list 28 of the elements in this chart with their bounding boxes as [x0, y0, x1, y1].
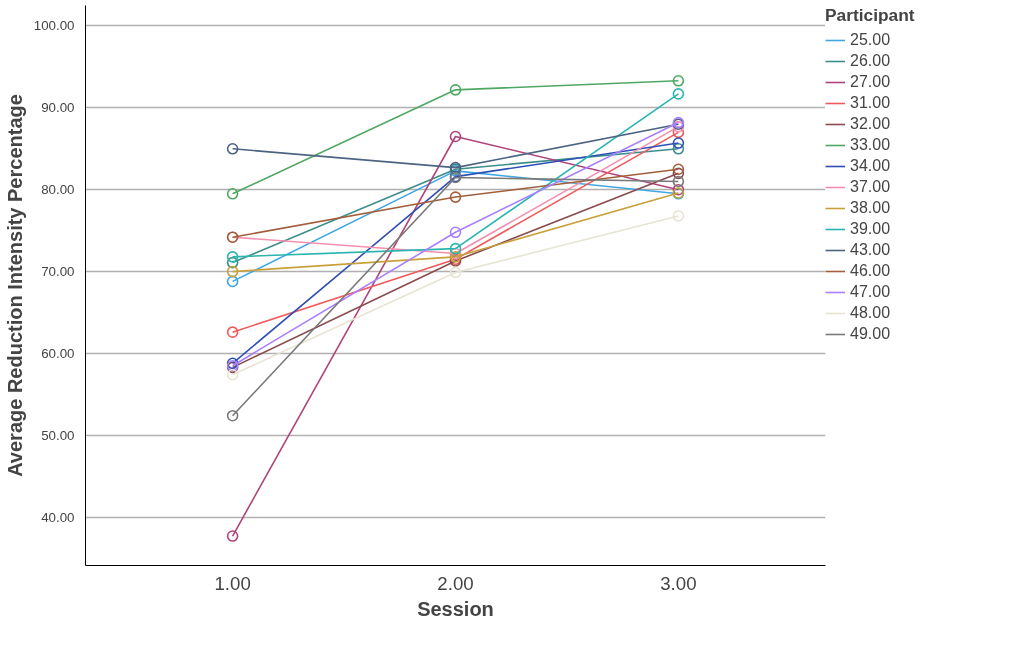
- legend-label: 32.00: [850, 115, 891, 133]
- y-tick-label: 100.00: [33, 18, 75, 34]
- y-tick-label: 80.00: [41, 182, 75, 198]
- legend-label: 39.00: [850, 220, 891, 238]
- legend-label: 43.00: [850, 241, 891, 259]
- legend-label: 31.00: [850, 94, 891, 112]
- legend-label: 25.00: [850, 31, 891, 49]
- legend-label: 33.00: [850, 136, 891, 154]
- legend-label: 47.00: [850, 283, 891, 301]
- legend-label: 48.00: [850, 304, 891, 322]
- legend-label: 37.00: [850, 178, 891, 196]
- x-axis-title: Session: [417, 597, 494, 620]
- legend-title: Participant: [825, 5, 915, 26]
- legend-label: 27.00: [850, 73, 891, 91]
- y-tick-label: 50.00: [41, 427, 75, 443]
- legend-label: 26.00: [850, 52, 891, 70]
- x-tick-label: 3.00: [660, 572, 697, 594]
- legend-label: 46.00: [850, 262, 891, 280]
- legend-label: 49.00: [850, 325, 891, 343]
- y-tick-label: 60.00: [41, 345, 75, 361]
- y-tick-label: 90.00: [41, 100, 75, 116]
- legend-label: 38.00: [850, 199, 891, 217]
- y-tick-label: 40.00: [41, 509, 75, 525]
- x-tick-label: 2.00: [437, 572, 474, 594]
- x-tick-label: 1.00: [214, 572, 251, 594]
- y-axis-title: Average Reduction Intensity Percentage: [3, 94, 26, 477]
- legend-label: 34.00: [850, 157, 891, 175]
- y-tick-label: 70.00: [41, 264, 75, 280]
